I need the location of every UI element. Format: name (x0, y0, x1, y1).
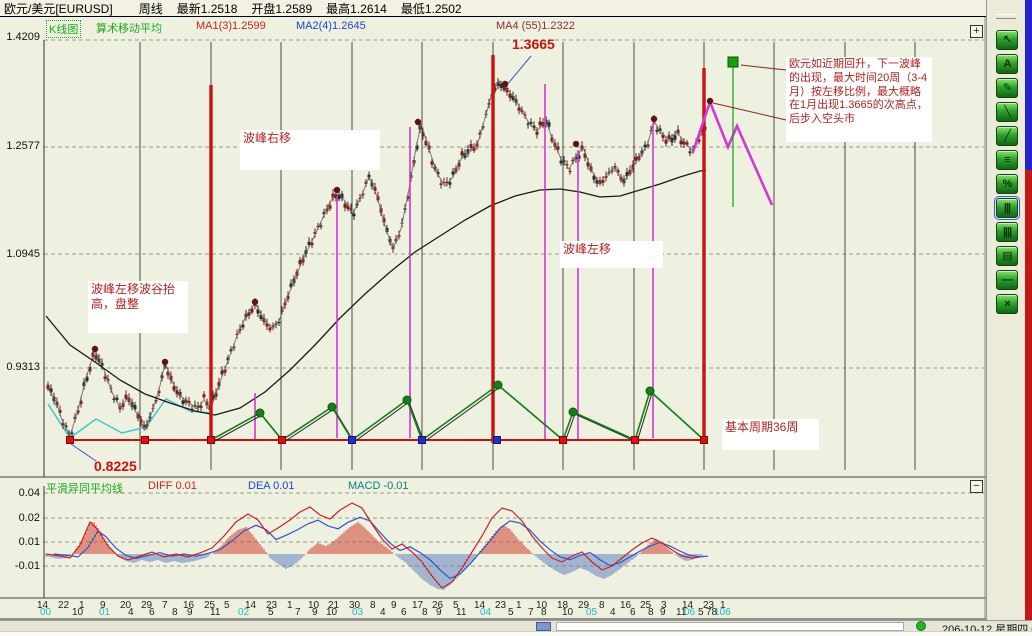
percent-retrace-tool[interactable]: % (996, 174, 1018, 194)
ma4-label: MA4 (55)1.2322 (496, 20, 575, 32)
segment-tool[interactable]: — (996, 270, 1018, 290)
annotation-peak-left[interactable]: 波峰左移 (560, 241, 663, 268)
price-label-2: 1.2577 (6, 140, 40, 152)
fib-time-tool-icon: |||| (1002, 226, 1012, 238)
text-tool-icon: A (1003, 58, 1012, 70)
chart-expand-button[interactable]: + (970, 25, 983, 38)
price-plot (45, 78, 707, 440)
price-label-4: 0.9313 (6, 361, 40, 373)
macd-axis-1: 0.04 (18, 487, 40, 499)
title-item-1: 周线 (138, 1, 163, 16)
grid-tool-icon: ▤ (1002, 250, 1012, 262)
edge-strip-red (1025, 170, 1032, 620)
horizontal-lines-tool[interactable]: ≡ (996, 150, 1018, 170)
percent-retrace-tool-icon: % (1002, 178, 1013, 190)
title-item-4: 最高1.2614 (326, 1, 387, 16)
title-item-3: 开盘1.2589 (251, 1, 313, 16)
ma2-label: MA2(4)1.2645 (296, 20, 366, 32)
channel-tool-icon: ╱ (1004, 130, 1011, 142)
trendline-tool-icon: ╲ (1004, 106, 1011, 118)
status-bar: 206-10-12 星期四 00:03:3 (0, 620, 1032, 636)
edge-strip-blue (1025, 0, 1032, 170)
price-label-1: 1.4209 (6, 31, 40, 43)
macd-value-label: MACD -0.01 (348, 480, 409, 492)
toolbar-handle[interactable] (996, 14, 1016, 19)
fib-time-tool[interactable]: |||| (996, 222, 1018, 242)
channel-tool[interactable]: ╱ (996, 126, 1018, 146)
projected-high-label[interactable]: 1.3665 (512, 36, 555, 52)
macd-axis-2: 0.02 (18, 512, 40, 524)
annotation-trough[interactable]: 波峰左移波谷抬高，盘整 (88, 281, 188, 333)
erase-tool-icon: × (1004, 298, 1011, 310)
erase-tool[interactable]: × (996, 294, 1018, 314)
title-bar: 欧元/美元[EURUSD] 周线 最新1.2518 开盘1.2589 最高1.2614 最… (0, 0, 986, 17)
ma-type-label: 算术移动平均 (96, 23, 162, 35)
taskbar-edge (0, 631, 1032, 636)
pencil-tool[interactable]: ✎ (996, 78, 1018, 98)
macd-axis-3: 0.01 (18, 536, 40, 548)
macd-name-label: 平滑异同平均线 (46, 483, 123, 495)
status-app-icon[interactable] (536, 622, 551, 631)
annotation-base-cycle[interactable]: 基本周期36周 (722, 419, 819, 450)
segment-tool-icon: — (1002, 274, 1013, 286)
title-item-5: 最低1.2502 (400, 1, 462, 16)
marked-low-label[interactable]: 0.8225 (94, 458, 137, 474)
macd-collapse-button[interactable]: − (970, 480, 983, 493)
cycle-lines-tool-icon: ||| (1003, 202, 1011, 214)
dea-value-label: DEA 0.01 (248, 480, 295, 492)
connection-status-icon (916, 621, 926, 631)
drawing-toolbar: ↖ A ✎ ╲ ╱ ≡% ||| |||| ▤ — × (986, 0, 1026, 620)
kline-label[interactable]: K线图 (46, 20, 82, 38)
status-message-field (556, 622, 904, 631)
macd-axis-4: -0.01 (14, 560, 40, 572)
annotation-forecast[interactable]: 欧元如近期回升，下一波峰的出现，最大时间20周（3-4月）按左移比例，最大概略在… (786, 57, 932, 142)
annotation-peak-right[interactable]: 波峰右移 (240, 130, 380, 170)
pointer-tool[interactable]: ↖ (996, 30, 1018, 50)
grid-tool[interactable]: ▤ (996, 246, 1018, 266)
ma1-label: MA1(3)1.2599 (196, 20, 266, 32)
price-label-3: 1.0945 (6, 248, 40, 260)
macd-plot (45, 502, 709, 590)
pencil-tool-icon: ✎ (1002, 82, 1012, 94)
horizontal-lines-tool-icon: ≡ (1004, 154, 1011, 166)
pointer-tool-icon: ↖ (1002, 34, 1012, 46)
title-item-0: 欧元/美元[EURUSD] (4, 1, 113, 16)
text-tool[interactable]: A (996, 54, 1018, 74)
diff-value-label: DIFF 0.01 (148, 480, 197, 492)
title-item-2: 最新1.2518 (176, 1, 238, 16)
trendline-tool[interactable]: ╲ (996, 102, 1018, 122)
cycle-lines-tool[interactable]: ||| (994, 196, 1020, 220)
